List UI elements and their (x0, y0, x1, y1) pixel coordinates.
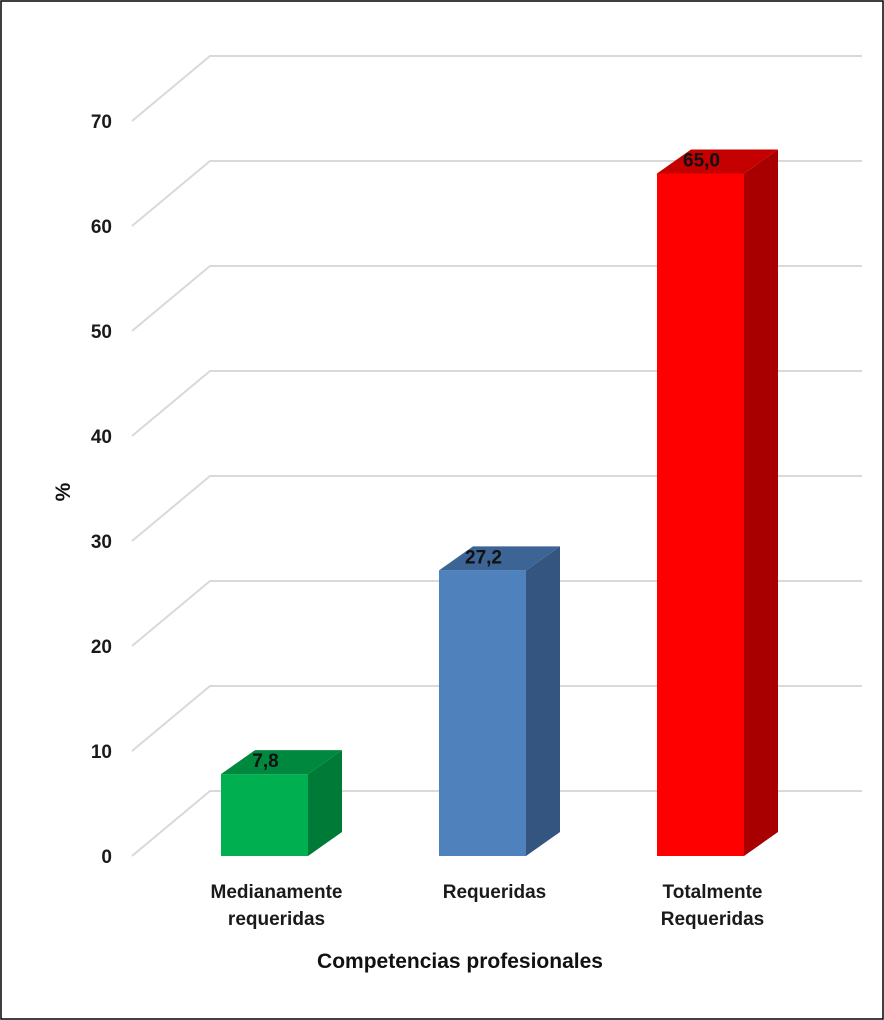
bar (439, 546, 560, 856)
data-label: 7,8 (252, 751, 278, 772)
y-tick-label: 10 (91, 742, 112, 763)
y-tick-label: 50 (91, 322, 112, 343)
bar-side-face (526, 546, 560, 856)
data-label: 65,0 (683, 151, 720, 172)
y-tick-label: 30 (91, 532, 112, 553)
y-tick-label: 70 (91, 112, 112, 133)
bar-front-face (439, 570, 526, 856)
y-tick-label: 40 (91, 427, 112, 448)
bar (657, 150, 778, 857)
y-axis-title: % (52, 482, 75, 501)
bar-front-face (657, 174, 744, 857)
x-category-label: Requeridas (443, 882, 546, 903)
bar-front-face (221, 774, 308, 856)
y-tick-label: 60 (91, 217, 112, 238)
bar (221, 750, 342, 856)
y-tick-label: 0 (101, 847, 112, 868)
bar-side-face (744, 150, 778, 857)
y-tick-label: 20 (91, 637, 112, 658)
data-label: 27,2 (465, 547, 502, 568)
x-axis-title: Competencias profesionales (317, 950, 603, 973)
